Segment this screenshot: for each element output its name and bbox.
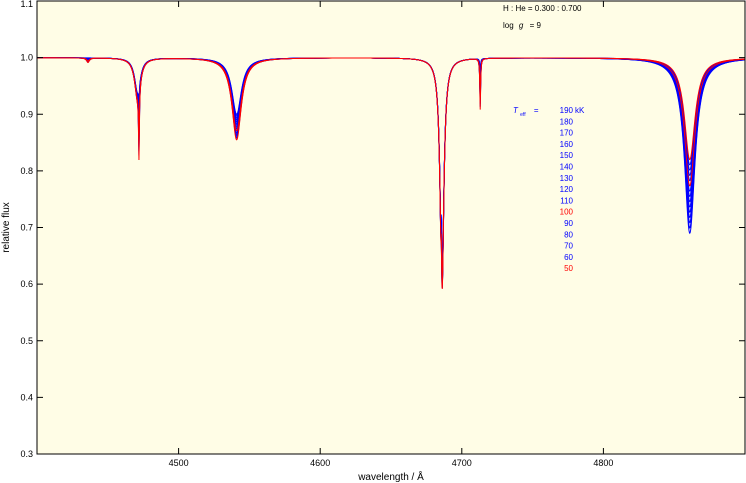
legend-entry-10: 90 xyxy=(564,219,573,228)
legend-title-dash: = xyxy=(534,106,539,115)
x-tick-label-3: 4800 xyxy=(593,458,613,468)
legend-title-subscript: eff xyxy=(520,112,526,118)
legend-entry-1: 180 xyxy=(560,117,574,126)
gravity-annotation: log g = 9 xyxy=(503,21,542,30)
gravity-prefix: log xyxy=(503,21,514,30)
y-axis: 0.3 0.4 0.5 0.6 0.7 0.8 0.9 1.0 1.1 xyxy=(20,0,745,459)
legend-entry-4: 150 xyxy=(560,151,574,160)
legend-entry-12: 70 xyxy=(564,242,573,251)
x-tick-label-2: 4700 xyxy=(452,458,472,468)
x-axis-label: wavelength / Å xyxy=(357,470,424,483)
legend-entry-7: 120 xyxy=(560,185,574,194)
y-tick-label-2: 0.5 xyxy=(20,336,33,346)
legend-entry-2: 170 xyxy=(560,129,574,138)
x-axis: 4500 4600 4700 4800 xyxy=(169,1,613,468)
legend: T eff = kK 190 180 170 160 150 140 130 120 110 10… xyxy=(513,106,585,273)
gravity-value: = 9 xyxy=(530,21,542,30)
legend-entry-14: 50 xyxy=(564,264,573,273)
legend-entry-0: 190 xyxy=(560,106,574,115)
y-tick-label-6: 0.9 xyxy=(20,109,33,119)
y-axis-label: relative flux xyxy=(1,202,12,253)
y-tick-label-0: 0.3 xyxy=(20,449,33,459)
legend-entry-5: 140 xyxy=(560,163,574,172)
y-tick-label-5: 0.8 xyxy=(20,166,33,176)
x-tick-label-1: 4600 xyxy=(310,458,330,468)
legend-unit: kK xyxy=(575,106,585,115)
y-tick-label-4: 0.7 xyxy=(20,223,33,233)
y-tick-label-3: 0.6 xyxy=(20,279,33,289)
legend-entry-11: 80 xyxy=(564,230,573,239)
plot-area xyxy=(37,1,745,454)
y-tick-label-8: 1.1 xyxy=(20,0,33,9)
series-lines xyxy=(36,57,746,289)
legend-entry-13: 60 xyxy=(564,253,573,262)
legend-entry-9: 100 xyxy=(560,208,574,217)
legend-title-symbol: T xyxy=(513,106,519,115)
series-line-50 xyxy=(37,57,746,289)
legend-entry-6: 130 xyxy=(560,174,574,183)
composition-annotation: H : He = 0.300 : 0.700 xyxy=(503,4,582,13)
y-tick-label-7: 1.0 xyxy=(20,53,33,63)
y-tick-label-1: 0.4 xyxy=(20,392,33,402)
legend-entry-8: 110 xyxy=(560,196,573,205)
legend-title: T eff = xyxy=(513,106,539,118)
x-tick-label-0: 4500 xyxy=(169,458,189,468)
legend-entry-3: 160 xyxy=(560,140,574,149)
gravity-symbol: g xyxy=(519,21,524,30)
